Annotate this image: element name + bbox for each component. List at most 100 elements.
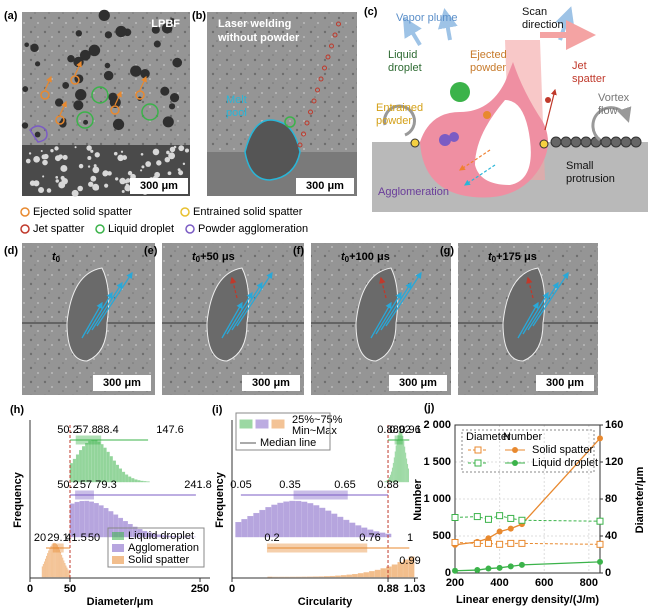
x-tick-label: 800 xyxy=(580,577,598,589)
scale-bar-bg xyxy=(242,375,300,391)
arrow xyxy=(370,301,392,339)
jet-spatter xyxy=(304,120,310,126)
histogram-bar xyxy=(88,440,92,483)
histogram-bar xyxy=(94,503,99,538)
scale-bar-label: 300 μm xyxy=(306,180,344,192)
legend-frame xyxy=(235,412,331,451)
arrow xyxy=(96,271,133,327)
number-point xyxy=(496,564,503,571)
particle xyxy=(24,42,30,48)
arrow xyxy=(74,60,82,76)
time-label: t0+100 μs xyxy=(341,251,390,264)
powder xyxy=(60,175,65,181)
box-stat: 0.2 xyxy=(264,532,279,544)
histogram-bar xyxy=(363,572,370,578)
histogram-bar xyxy=(68,571,70,578)
box xyxy=(52,543,64,553)
number-point xyxy=(496,528,503,535)
legend-swatch xyxy=(112,544,124,552)
histogram-bar xyxy=(369,571,375,578)
arrow xyxy=(86,291,113,335)
schematic-label: Scan xyxy=(522,6,547,18)
particle xyxy=(151,25,160,34)
particle xyxy=(104,62,111,69)
powder xyxy=(125,178,131,183)
schematic-label: Vortex xyxy=(598,92,630,104)
powder xyxy=(33,155,40,163)
panel-letter: (e) xyxy=(144,245,158,257)
particle xyxy=(103,70,114,81)
time-subscript: 0 xyxy=(196,255,201,264)
powder xyxy=(184,148,190,153)
y2-tick-label: 0 xyxy=(605,567,611,579)
x-tick-label: 0.88 xyxy=(377,583,398,595)
powder xyxy=(55,179,59,183)
melt-pool xyxy=(502,267,546,362)
powder xyxy=(141,165,145,169)
axis-title: Diameter/μm xyxy=(87,596,154,608)
powder xyxy=(121,189,125,193)
box-stat: 20 xyxy=(34,532,46,544)
histogram-bar xyxy=(374,569,381,578)
panel-title: Laser welding xyxy=(218,18,291,30)
particle xyxy=(168,18,176,26)
legend-label: Liquid droplet xyxy=(108,223,174,235)
y-tick-label: 1 500 xyxy=(423,456,451,468)
time-label: t0 xyxy=(52,251,61,264)
powder xyxy=(167,171,172,176)
legend-symbol xyxy=(185,224,195,234)
arrow xyxy=(544,88,557,131)
schematic-label: spatter xyxy=(572,73,606,85)
number-point xyxy=(507,563,514,570)
arrow xyxy=(464,164,496,186)
powder xyxy=(54,155,61,162)
histogram-bar xyxy=(46,555,48,578)
particle xyxy=(88,44,101,57)
histogram-bar xyxy=(386,566,392,578)
histogram-bar xyxy=(72,458,76,483)
legend-label: Agglomeration xyxy=(128,542,199,554)
histogram-bar xyxy=(295,500,302,538)
arrow xyxy=(221,301,243,339)
histogram-bar xyxy=(265,507,272,538)
powder xyxy=(28,152,32,155)
scale-bar-bg xyxy=(389,375,447,391)
legend-label: Entrained solid spatter xyxy=(193,206,303,218)
diameter-point xyxy=(496,540,504,548)
arrow xyxy=(91,281,123,331)
particle xyxy=(83,119,89,125)
histogram-bar xyxy=(60,552,62,578)
diameter-point xyxy=(451,538,459,546)
arrow xyxy=(527,281,559,331)
time-subscript: 0 xyxy=(492,255,497,264)
powder xyxy=(115,177,119,181)
panel-letter: (d) xyxy=(4,245,18,257)
time-offset: +100 μs xyxy=(349,251,390,263)
histogram-bar xyxy=(397,562,403,578)
diameter-point xyxy=(507,514,515,522)
particle xyxy=(169,93,180,103)
histogram-bar xyxy=(55,543,57,578)
arrow xyxy=(81,301,103,339)
melt-pool xyxy=(206,267,250,362)
diameter-point xyxy=(518,516,526,524)
powder xyxy=(169,146,176,153)
time-subscript: 0 xyxy=(56,255,61,264)
powder xyxy=(90,149,94,153)
legend-label: Solid spatter xyxy=(128,554,189,566)
powder xyxy=(71,189,79,197)
legend-swatch xyxy=(239,419,253,429)
histogram-bar xyxy=(131,478,135,483)
histogram-bar xyxy=(109,456,113,483)
histogram-bar xyxy=(54,543,56,578)
y-tick-label: 2 000 xyxy=(423,419,451,431)
histogram-bar xyxy=(157,534,162,538)
legend-symbol xyxy=(95,224,105,234)
histogram-bar xyxy=(355,525,362,538)
powder xyxy=(125,183,129,187)
number-point xyxy=(597,435,603,442)
histogram-bar xyxy=(391,564,398,578)
time-subscript: 0 xyxy=(345,255,350,264)
box-stat: 79.3 xyxy=(95,479,116,491)
box-stat: 0.35 xyxy=(279,479,300,491)
